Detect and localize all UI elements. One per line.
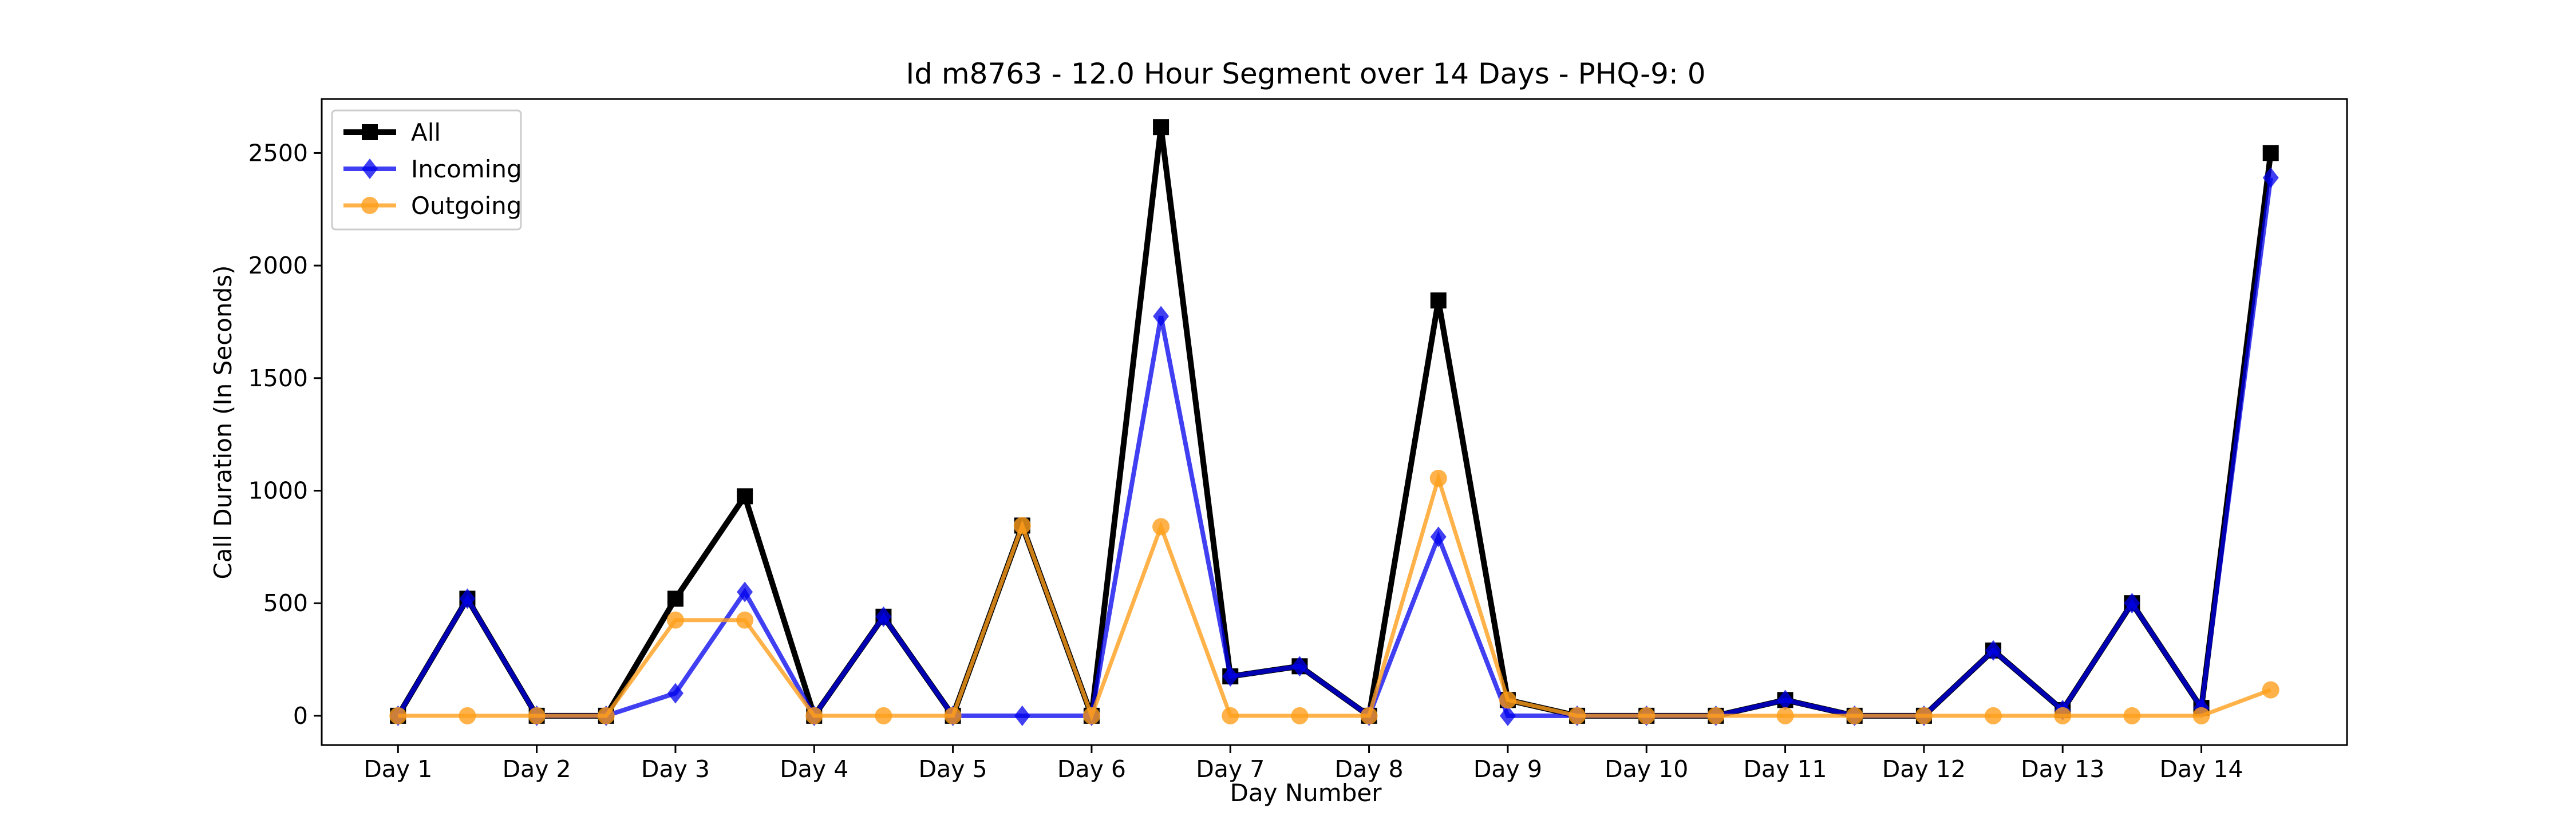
x-tick-label: Day 5 [919,755,987,783]
y-tick-label: 2000 [248,252,308,279]
x-tick-label: Day 13 [2021,755,2104,783]
data-point-all [667,591,683,607]
x-tick-label: Day 4 [780,755,848,783]
data-point-outgoing [1360,707,1378,724]
y-tick-label: 1000 [248,477,308,504]
data-point-incoming [1777,690,1793,711]
series-line-outgoing [398,471,2271,722]
data-point-outgoing [875,707,892,724]
data-point-incoming [1014,705,1030,726]
y-tick-label: 1500 [248,365,308,392]
data-point-outgoing [2192,707,2210,724]
data-point-incoming [1291,656,1308,677]
x-tick-label: Day 10 [1605,755,1688,783]
legend-frame [331,109,522,231]
data-point-all [1430,292,1447,309]
series-incoming [390,167,2279,726]
data-point-outgoing [2262,681,2279,699]
y-tick-label: 0 [293,702,308,730]
x-tick-label: Day 8 [1335,755,1404,783]
legend-marker-incoming [362,159,378,179]
x-tick-label: Day 11 [1743,755,1827,783]
data-point-incoming [2262,167,2279,188]
data-point-incoming [1985,640,2002,661]
data-point-outgoing [2123,707,2141,724]
data-point-outgoing [805,707,823,724]
data-point-outgoing [736,611,754,629]
data-point-outgoing [597,707,615,724]
data-point-all [1153,119,1170,136]
x-tick-label: Day 6 [1057,755,1126,783]
legend-label-all: All [411,118,441,146]
data-point-outgoing [1776,707,1794,724]
legend: All Incoming Outgoing [331,109,522,231]
data-point-outgoing [1291,707,1309,724]
data-point-outgoing [1915,707,1933,724]
x-tick-label: Day 9 [1473,755,1542,783]
plot-area [389,119,2279,726]
legend-label-outgoing: Outgoing [411,192,521,220]
plot-frame [321,98,2348,746]
data-point-incoming [1499,705,1516,726]
x-tick-label: Day 1 [364,755,432,783]
data-point-outgoing [528,707,546,724]
data-point-outgoing [459,707,476,724]
data-point-incoming [875,606,892,627]
x-tick-label: Day 2 [503,755,571,783]
x-tick-label: Day 3 [641,755,710,783]
y-tick-label: 2500 [248,139,308,167]
data-point-outgoing [1985,707,2002,724]
data-point-outgoing [389,707,407,724]
data-point-incoming [459,588,476,609]
data-point-outgoing [1568,707,1586,724]
data-point-outgoing [1707,707,1725,724]
data-point-all [737,488,753,505]
data-point-incoming [737,581,753,603]
legend-marker-all [362,124,378,140]
x-tick-label: Day 12 [1882,755,1966,783]
data-point-outgoing [666,611,684,629]
x-tick-label: Day 7 [1196,755,1265,783]
series-outgoing [389,469,2279,724]
data-point-outgoing [1152,518,1170,536]
y-tick-label: 500 [263,589,308,617]
data-point-incoming [1430,526,1447,548]
legend-marker-outgoing [361,197,378,214]
data-point-all [2262,145,2279,161]
data-point-incoming [2124,593,2140,614]
data-point-outgoing [944,707,962,724]
data-point-outgoing [1222,707,1239,724]
data-point-incoming [667,683,683,704]
legend-label-incoming: Incoming [411,155,522,183]
x-tick-label: Day 14 [2159,755,2243,783]
data-point-outgoing [2054,707,2072,724]
data-point-outgoing [1082,707,1100,724]
data-point-outgoing [1846,707,1863,724]
series-all [390,119,2279,724]
chart-title: Id m8763 - 12.0 Hour Segment over 14 Day… [906,57,1705,90]
data-point-outgoing [1638,707,1656,724]
data-point-outgoing [1499,691,1516,709]
data-point-outgoing [1429,469,1447,487]
x-axis-label: Day Number [1230,779,1382,807]
series-line-incoming [396,177,2273,720]
data-point-outgoing [1013,517,1031,534]
data-point-incoming [1222,666,1239,687]
data-point-incoming [1153,306,1170,327]
y-axis-label: Call Duration (In Seconds) [209,265,237,579]
